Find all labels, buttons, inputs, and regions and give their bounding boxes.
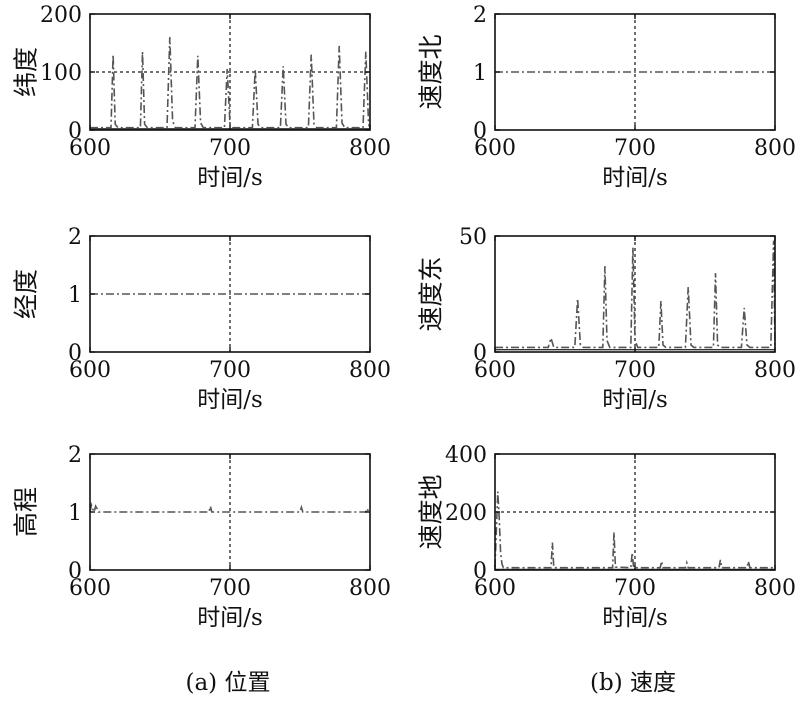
series-2-line bbox=[90, 37, 371, 129]
y-axis-label: 速度地 bbox=[417, 474, 446, 549]
x-tick-label: 800 bbox=[349, 358, 391, 383]
y-tick-label: 0 bbox=[68, 559, 82, 584]
panel-2: 600 700 800 0 1 2 时间/s 速度北 bbox=[417, 3, 797, 191]
x-tick-label: 600 bbox=[69, 576, 111, 601]
y-axis-label: 高程 bbox=[12, 487, 41, 537]
y-tick-label: 1 bbox=[68, 283, 82, 308]
y-tick-label: 0 bbox=[68, 119, 82, 144]
y-tick-label: 0 bbox=[473, 341, 487, 366]
caption-left: (a) 位置 bbox=[186, 670, 271, 696]
y-tick-label: 0 bbox=[473, 119, 487, 144]
x-tick-label: 600 bbox=[474, 358, 516, 383]
y-tick-label: 200 bbox=[445, 501, 487, 526]
series-2-line bbox=[495, 240, 776, 349]
panel-3: 600 700 800 0 1 2 时间/s 经度 bbox=[12, 225, 392, 413]
x-tick-label: 700 bbox=[614, 136, 656, 161]
x-tick-label: 700 bbox=[209, 136, 251, 161]
x-tick-label: 600 bbox=[474, 136, 516, 161]
y-axis-label: 速度北 bbox=[417, 34, 446, 109]
x-axis-label: 时间/s bbox=[602, 165, 668, 191]
y-axis-label: 纬度 bbox=[12, 47, 41, 97]
y-tick-label: 2 bbox=[68, 225, 82, 250]
series-2-line bbox=[494, 491, 775, 569]
y-tick-label: 200 bbox=[40, 3, 82, 28]
x-tick-label: 800 bbox=[754, 136, 796, 161]
panel-5: 600 700 800 0 1 2 时间/s 高程 bbox=[12, 443, 392, 631]
x-tick-label: 700 bbox=[209, 576, 251, 601]
x-tick-label: 800 bbox=[754, 358, 796, 383]
y-tick-label: 50 bbox=[459, 225, 487, 250]
x-axis-label: 时间/s bbox=[602, 387, 668, 413]
caption-right: (b) 速度 bbox=[590, 670, 676, 696]
x-tick-label: 600 bbox=[474, 576, 516, 601]
x-axis-label: 时间/s bbox=[602, 605, 668, 631]
x-axis-label: 时间/s bbox=[197, 387, 263, 413]
panel-6: 600 700 800 0 200 400 时间/s 速度地 bbox=[417, 443, 797, 631]
x-tick-label: 800 bbox=[349, 576, 391, 601]
panel-1: 600 700 800 0 100 200 时间/s 纬度 bbox=[12, 3, 392, 191]
y-tick-label: 2 bbox=[68, 443, 82, 468]
x-tick-label: 600 bbox=[69, 136, 111, 161]
x-axis-label: 时间/s bbox=[197, 605, 263, 631]
x-axis-label: 时间/s bbox=[197, 165, 263, 191]
y-axis-label: 经度 bbox=[12, 269, 41, 319]
panel-4: 600 700 800 0 50 时间/s 速度东 bbox=[417, 225, 797, 413]
y-tick-label: 400 bbox=[445, 443, 487, 468]
y-tick-label: 0 bbox=[473, 559, 487, 584]
x-tick-label: 600 bbox=[69, 358, 111, 383]
y-axis-label: 速度东 bbox=[417, 256, 446, 331]
y-tick-label: 2 bbox=[473, 3, 487, 28]
x-tick-label: 800 bbox=[349, 136, 391, 161]
x-tick-label: 700 bbox=[209, 358, 251, 383]
x-tick-label: 700 bbox=[614, 576, 656, 601]
y-tick-label: 100 bbox=[40, 61, 82, 86]
y-tick-label: 0 bbox=[68, 341, 82, 366]
y-tick-label: 1 bbox=[473, 61, 487, 86]
x-tick-label: 700 bbox=[614, 358, 656, 383]
y-tick-label: 1 bbox=[68, 501, 82, 526]
x-tick-label: 800 bbox=[754, 576, 796, 601]
